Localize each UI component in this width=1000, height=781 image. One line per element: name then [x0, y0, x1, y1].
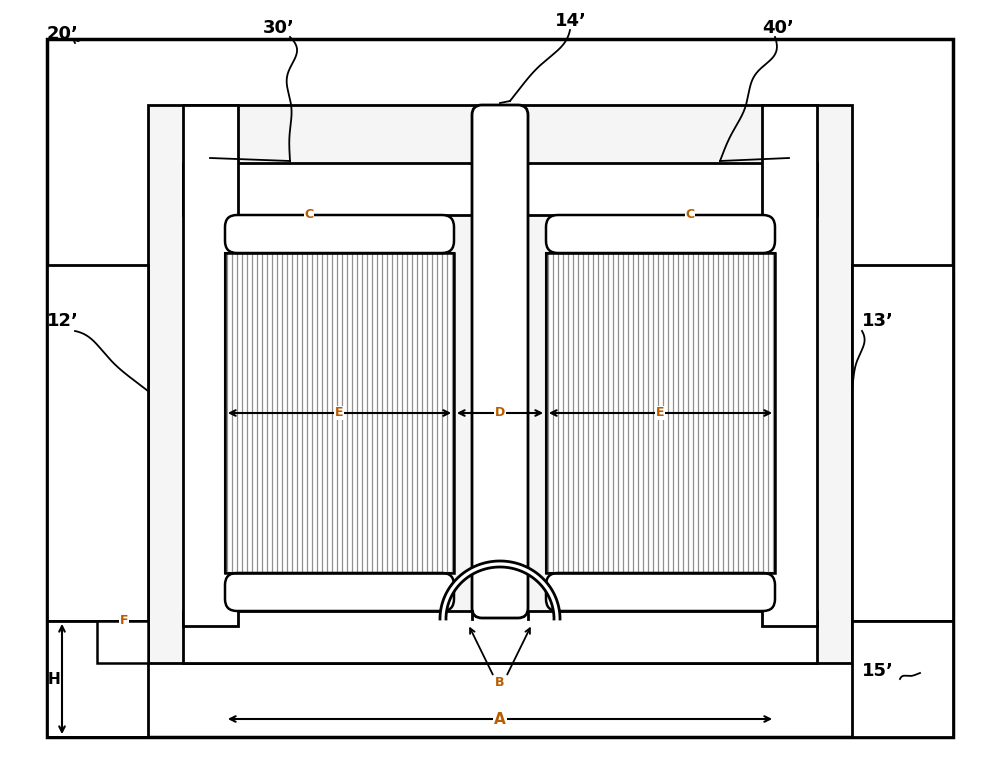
Text: A: A: [494, 711, 506, 726]
FancyBboxPatch shape: [225, 215, 454, 253]
Text: C: C: [685, 209, 695, 222]
Text: H: H: [48, 672, 60, 686]
Bar: [546, 253, 775, 573]
Text: C: C: [304, 209, 314, 222]
Text: E: E: [656, 406, 664, 419]
FancyBboxPatch shape: [225, 573, 454, 611]
Bar: [225, 253, 454, 573]
Text: E: E: [335, 406, 343, 419]
Text: D: D: [495, 406, 505, 419]
Bar: [47, 39, 953, 737]
Bar: [183, 163, 817, 215]
Bar: [546, 253, 775, 573]
Bar: [852, 621, 953, 737]
FancyBboxPatch shape: [472, 105, 528, 618]
Text: 12’: 12’: [47, 312, 79, 330]
Bar: [148, 105, 852, 663]
Text: B: B: [495, 676, 505, 690]
Bar: [47, 265, 148, 621]
Bar: [225, 253, 454, 573]
FancyBboxPatch shape: [546, 573, 775, 611]
Bar: [47, 621, 148, 737]
Polygon shape: [440, 561, 560, 619]
Bar: [183, 105, 238, 626]
Text: 40’: 40’: [762, 19, 794, 37]
FancyBboxPatch shape: [546, 215, 775, 253]
Text: 15’: 15’: [862, 662, 894, 680]
Text: 13’: 13’: [862, 312, 894, 330]
Bar: [97, 621, 148, 663]
Text: 30’: 30’: [263, 19, 295, 37]
Bar: [183, 611, 817, 663]
Bar: [762, 105, 817, 626]
Text: F: F: [120, 615, 128, 627]
Text: 20’: 20’: [47, 25, 79, 43]
Text: 14’: 14’: [555, 12, 587, 30]
Bar: [852, 265, 953, 621]
